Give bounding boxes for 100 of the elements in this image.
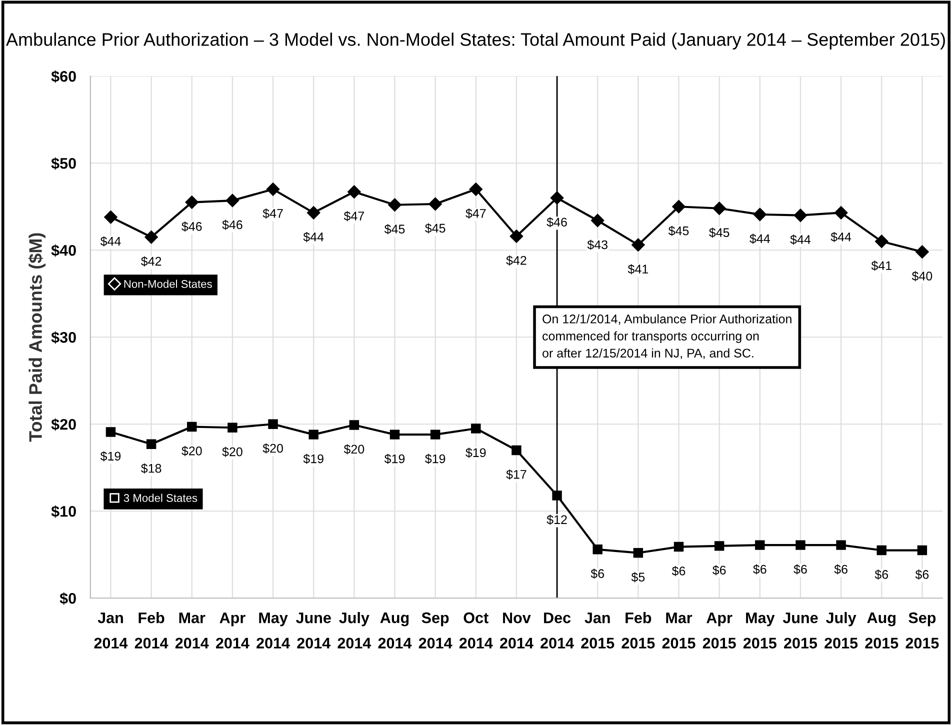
point: [469, 182, 482, 196]
point: [146, 439, 156, 449]
x-tick-label: Oct 2014: [459, 612, 493, 649]
point: [388, 198, 402, 212]
x-tick-label: July 2015: [824, 612, 858, 649]
x-tick-label: Jan 2014: [94, 612, 128, 649]
data-label: $44: [750, 234, 770, 244]
data-label: $42: [506, 255, 526, 266]
y-tick-label: $20: [51, 418, 76, 431]
y-tick-label: $50: [51, 157, 76, 170]
data-label: $42: [141, 256, 162, 266]
data-label: $20: [222, 446, 242, 457]
data-label: $20: [344, 444, 364, 454]
data-label: $41: [628, 264, 648, 274]
point: [266, 182, 280, 196]
x-tick-label: Aug 2015: [865, 612, 898, 649]
data-label: $47: [344, 211, 364, 222]
data-label: $6: [712, 565, 726, 576]
x-tick-label: Feb 2015: [622, 612, 655, 649]
point: [349, 420, 360, 430]
data-label: $20: [182, 446, 202, 456]
point: [348, 185, 361, 198]
data-label: $44: [790, 234, 811, 245]
x-tick-label: July 2014: [338, 612, 372, 649]
data-label: $19: [466, 448, 486, 458]
point: [796, 540, 806, 550]
y-tick-label: $10: [51, 505, 76, 518]
x-tick-label: Apr 2015: [702, 612, 736, 649]
point: [592, 544, 602, 554]
data-label: $45: [425, 223, 446, 234]
x-tick-label: Sep 2014: [418, 612, 452, 649]
x-tick-label: Jan 2015: [581, 612, 614, 649]
point: [307, 206, 320, 220]
data-label: $19: [303, 454, 324, 464]
data-label: $17: [506, 469, 526, 480]
data-label: $12: [546, 514, 567, 525]
point: [591, 214, 604, 228]
y-axis-title: Total Paid Amounts ($M): [28, 233, 46, 442]
point: [674, 542, 684, 552]
point: [672, 200, 686, 214]
data-label: $5: [631, 572, 645, 582]
point: [836, 540, 846, 550]
data-label: $20: [262, 443, 283, 454]
data-label: $45: [709, 228, 730, 238]
x-tick-label: May 2015: [743, 612, 776, 649]
point: [552, 490, 562, 500]
point: [712, 202, 726, 215]
point: [268, 419, 278, 429]
point: [390, 430, 400, 440]
chart-title: Ambulance Prior Authorization – 3 Model vs. Non-Model States: Total Amount Paid (January 2014 – September 2015): [6, 32, 945, 50]
data-label: $6: [672, 566, 686, 576]
y-tick-label: $30: [51, 331, 76, 344]
x-tick-label: Aug 2014: [378, 612, 412, 649]
x-tick-label: Dec 2014: [540, 612, 574, 649]
data-label: $44: [100, 236, 121, 246]
x-tick-label: Apr 2014: [216, 612, 250, 649]
data-label: $6: [590, 568, 604, 579]
x-tick-label: Mar 2015: [662, 612, 696, 649]
data-label: $47: [466, 208, 486, 219]
data-label: $19: [100, 451, 121, 462]
annotation: On 12/1/2014, Ambulance Prior Authorization commenced for transports occurring on or after 12/15/2014 in NJ, PA, and SC.: [542, 314, 792, 360]
legend-label: 3 Model States: [124, 494, 198, 502]
legend-label: Non-Model States: [124, 280, 212, 288]
data-label: $45: [384, 224, 405, 234]
point: [512, 445, 522, 456]
point: [875, 234, 888, 248]
point: [185, 196, 198, 209]
y-tick-label: $40: [51, 244, 76, 257]
x-tick-label: Mar 2014: [175, 612, 209, 649]
data-label: $6: [915, 570, 929, 580]
point: [510, 230, 524, 243]
point: [104, 210, 118, 224]
x-tick-label: Sep 2015: [906, 612, 939, 649]
data-label: $43: [587, 240, 608, 250]
point: [430, 430, 440, 440]
data-label: $18: [141, 463, 162, 474]
point: [228, 422, 238, 432]
data-label: $47: [262, 208, 283, 219]
data-label: $6: [834, 564, 848, 574]
point: [632, 238, 645, 252]
point: [794, 208, 808, 222]
point: [308, 430, 318, 440]
point: [916, 245, 929, 258]
y-tick-label: $60: [51, 70, 76, 83]
data-label: $6: [753, 564, 766, 574]
point: [106, 427, 116, 437]
x-tick-label: June 2014: [296, 612, 331, 649]
x-tick-label: Nov 2014: [500, 612, 534, 649]
data-label: $44: [303, 232, 324, 242]
x-tick-label: Feb 2014: [134, 612, 168, 649]
data-label: $19: [425, 454, 446, 464]
point: [755, 540, 765, 550]
data-label: $40: [912, 271, 932, 282]
data-label: $41: [871, 260, 892, 271]
point: [428, 197, 442, 211]
point: [471, 424, 481, 434]
data-label: $6: [874, 570, 888, 580]
point: [187, 422, 197, 432]
data-label: $6: [794, 564, 807, 574]
point: [633, 548, 644, 558]
